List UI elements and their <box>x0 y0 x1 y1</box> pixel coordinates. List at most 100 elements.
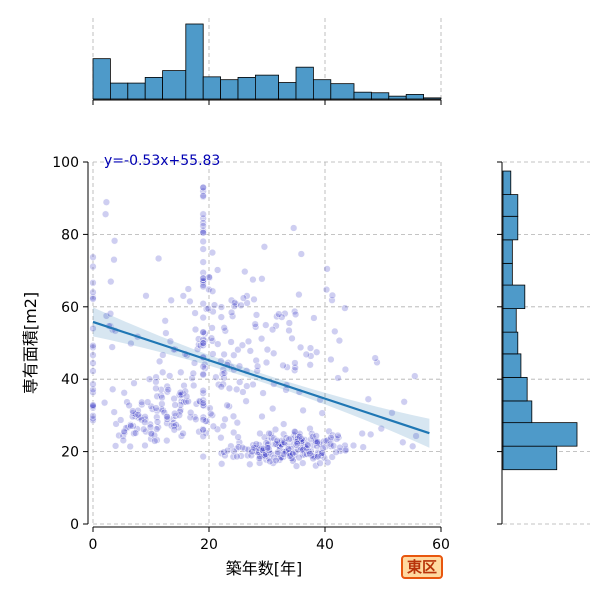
scatter-point <box>227 338 235 346</box>
scatter-point <box>141 418 149 426</box>
scatter-point <box>249 275 257 284</box>
scatter-point <box>286 452 294 460</box>
scatter-point <box>243 382 251 390</box>
scatter-point <box>318 409 326 417</box>
top-histogram-bar <box>370 92 390 100</box>
right-histogram-bar <box>502 400 533 424</box>
scatter-point <box>199 339 207 347</box>
right-histogram-bar <box>502 170 512 195</box>
scatter-point <box>89 351 97 359</box>
scatter-point <box>125 401 133 410</box>
scatter-point <box>191 325 200 334</box>
scatter-point <box>312 432 320 440</box>
scatter-point <box>190 381 198 390</box>
scatter-point <box>199 222 207 230</box>
scatter-point <box>294 446 302 454</box>
scatter-point <box>306 344 315 352</box>
scatter-point <box>313 348 321 356</box>
top-histogram-bar <box>220 79 239 100</box>
scatter-point <box>221 327 229 335</box>
scatter-point <box>188 374 196 382</box>
scatter-point <box>89 412 97 420</box>
scatter-point <box>204 304 212 313</box>
scatter-point <box>260 243 269 251</box>
scatter-point <box>234 443 243 451</box>
scatter-point <box>199 396 207 404</box>
scatter-point <box>199 214 207 223</box>
scatter-point <box>307 352 315 360</box>
scatter-point <box>285 319 293 327</box>
scatter-point <box>218 460 226 468</box>
scatter-point <box>89 343 97 352</box>
scatter-point <box>199 416 207 424</box>
scatter-point <box>187 408 195 417</box>
scatter-point <box>331 327 339 336</box>
scatter-point <box>259 389 267 397</box>
scatter-point <box>227 308 236 317</box>
scatter-point <box>199 432 207 440</box>
scatter-point <box>341 304 349 312</box>
scatter-point <box>134 411 142 419</box>
scatter-point <box>108 343 116 351</box>
district-badge: 東区 <box>401 555 443 579</box>
y-tick-label: 20 <box>61 445 79 461</box>
scatter-point <box>208 287 217 295</box>
scatter-point <box>217 434 225 442</box>
scatter-point <box>199 269 207 277</box>
scatter-point <box>293 439 301 448</box>
scatter-point <box>239 294 248 302</box>
scatter-point <box>199 413 207 421</box>
scatter-point <box>250 444 258 452</box>
scatter-point <box>252 440 260 448</box>
scatter-point <box>199 245 207 253</box>
scatter-point <box>89 324 97 333</box>
right-histogram-bar <box>502 194 519 217</box>
scatter-point <box>291 307 299 316</box>
scatter-point <box>349 441 358 450</box>
scatter-point <box>89 262 97 271</box>
top-histogram-bar <box>202 76 221 100</box>
grid-lines <box>92 161 442 525</box>
scatter-point <box>89 359 97 367</box>
scatter-point <box>160 408 168 417</box>
scatter-point <box>263 444 272 452</box>
scatter-point <box>199 219 207 227</box>
scatter-point <box>341 365 350 374</box>
y-tick-label: 60 <box>61 300 79 316</box>
scatter-point <box>316 459 324 467</box>
scatter-point <box>184 285 192 293</box>
scatter-point <box>283 363 291 371</box>
scatter-point <box>199 313 207 322</box>
scatter-point <box>308 430 316 438</box>
top-histogram-bar <box>185 23 204 100</box>
scatter-point <box>89 253 97 261</box>
top-histogram-bar <box>295 66 314 100</box>
scatter-point <box>233 419 241 427</box>
top-histogram-bar <box>388 95 407 100</box>
scatter-point <box>230 351 238 359</box>
scatter-point <box>175 411 183 419</box>
scatter-point <box>371 354 379 362</box>
scatter-point <box>220 369 228 377</box>
scatter-point <box>89 279 97 287</box>
scatter-point <box>250 295 258 304</box>
scatter-point <box>225 384 234 393</box>
scatter-point <box>267 434 276 442</box>
scatter-point <box>199 228 207 237</box>
scatter-point <box>335 336 344 345</box>
scatter-point <box>142 292 150 300</box>
scatter-point <box>213 425 222 433</box>
scatter-point <box>171 409 179 418</box>
scatter-point <box>182 398 190 406</box>
scatter-point <box>163 436 171 445</box>
scatter-point <box>334 431 342 440</box>
scatter-point <box>205 273 213 281</box>
right-histogram-bar <box>502 262 513 286</box>
scatter-point <box>130 379 138 387</box>
scatter-point <box>101 210 110 218</box>
scatter-point <box>266 457 274 466</box>
scatter-point <box>111 442 120 450</box>
scatter-point <box>220 324 228 332</box>
scatter-point <box>89 385 97 394</box>
scatter-point <box>237 301 245 309</box>
